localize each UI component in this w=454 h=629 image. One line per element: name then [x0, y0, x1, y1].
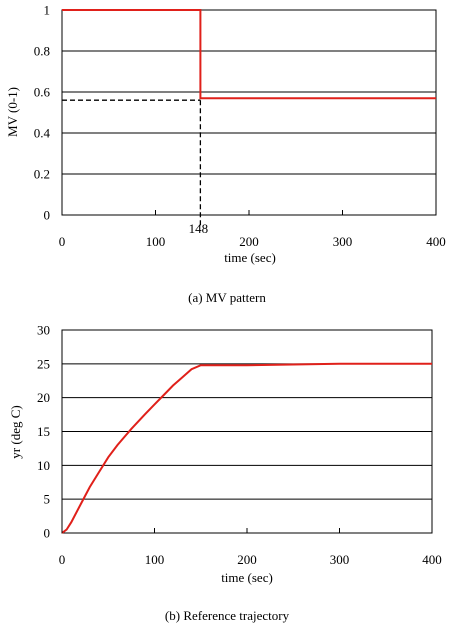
x-axis-label: time (sec): [221, 570, 273, 585]
chart-caption: (b) Reference trajectory: [165, 608, 290, 623]
y-axis-label: MV (0-1): [5, 87, 20, 137]
chart-reference-trajectory: 0 5 10 15 20 25 30 0 100 200 300 400 time (sec) yr…: [8, 323, 442, 624]
y-tick-label: 0.2: [34, 167, 50, 182]
y-tick-label: 0.4: [34, 126, 51, 141]
y-tick-label: 20: [37, 390, 50, 405]
y-tick-label: 0.8: [34, 44, 50, 59]
x-tick-label: 200: [237, 552, 257, 567]
plot-area: [61, 9, 437, 216]
chart-mv-pattern: 0 0.2 0.4 0.6 0.8 1 0 100 200 300 400 148 time (s…: [5, 3, 446, 306]
chart-caption: (a) MV pattern: [188, 290, 266, 305]
annotation-label: 148: [189, 221, 209, 236]
y-tick-label: 5: [44, 492, 51, 507]
x-tick-label: 400: [422, 552, 442, 567]
x-tick-label: 0: [59, 552, 66, 567]
x-tick-label: 200: [239, 234, 259, 249]
y-tick-label: 0: [44, 526, 51, 541]
series-line: [61, 362, 432, 534]
y-axis-label: yr (deg C): [8, 405, 23, 458]
x-tick-label: 100: [145, 552, 165, 567]
y-tick-label: 15: [37, 424, 50, 439]
x-tick-label: 100: [146, 234, 166, 249]
y-tick-label: 1: [44, 3, 51, 18]
x-axis-label: time (sec): [224, 250, 276, 265]
y-tick-label: 0.6: [34, 85, 51, 100]
x-tick-label: 300: [333, 234, 353, 249]
y-tick-label: 25: [37, 356, 50, 371]
x-tick-label: 400: [426, 234, 446, 249]
series-line: [62, 9, 436, 100]
y-tick-label: 10: [37, 458, 50, 473]
x-tick-label: 0: [59, 234, 66, 249]
y-tick-label: 30: [37, 323, 50, 338]
y-tick-label: 0: [44, 208, 51, 223]
x-tick-label: 300: [330, 552, 350, 567]
